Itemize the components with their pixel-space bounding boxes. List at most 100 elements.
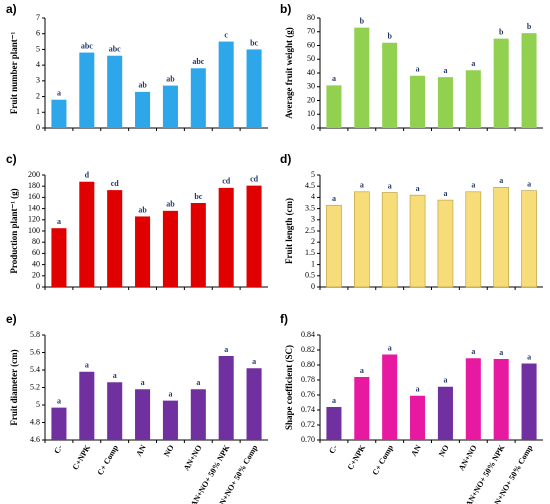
x-tick-label: C+NPK <box>71 443 93 472</box>
bar <box>218 356 234 440</box>
bar <box>162 85 178 128</box>
bar-annotation: bc <box>250 38 258 47</box>
y-tick-label: 4.5 <box>305 181 315 190</box>
bar-annotation: cd <box>250 174 259 183</box>
y-tick-label: 0.76 <box>301 390 315 399</box>
bar-annotation: a <box>332 396 336 405</box>
bar <box>218 187 234 287</box>
bar-annotation: a <box>113 371 117 380</box>
x-tick-label: AN <box>134 443 148 458</box>
bar <box>218 41 234 129</box>
bar <box>190 389 206 440</box>
bar <box>51 99 67 128</box>
bar <box>521 363 537 440</box>
y-tick-label: 4 <box>36 60 40 69</box>
bar <box>353 191 370 288</box>
y-tick-label: 1 <box>36 107 40 116</box>
y-tick-label: 0 <box>36 123 40 132</box>
bar-annotation: a <box>224 345 228 354</box>
bar <box>410 395 426 440</box>
y-tick-label: 5 <box>36 44 40 53</box>
bar <box>51 407 67 440</box>
y-tick-label: 140 <box>28 203 40 212</box>
bar-annotation: a <box>141 378 145 387</box>
y-tick-label: 40 <box>307 68 315 77</box>
bar-annotation: a <box>252 357 256 366</box>
bar <box>326 407 342 440</box>
bar-annotation: a <box>443 66 447 75</box>
y-tick-label: 20 <box>307 95 315 104</box>
y-tick-label: 0.78 <box>301 375 315 384</box>
bar <box>465 70 481 128</box>
y-tick-label: 60 <box>307 40 315 49</box>
bar-annotation: a <box>168 389 172 398</box>
panel-label: d) <box>280 152 291 166</box>
y-tick-label: 160 <box>28 192 40 201</box>
y-tick-label: 0.72 <box>301 420 315 429</box>
bar-annotation: a <box>388 181 392 190</box>
x-tick-label: AN <box>409 443 423 458</box>
bar <box>246 185 262 287</box>
bar-annotation: abc <box>109 45 121 54</box>
bar-annotation: cd <box>111 179 120 188</box>
y-tick-label: 6 <box>36 29 40 38</box>
bar-annotation: a <box>332 194 336 203</box>
bar <box>382 42 398 128</box>
bar-annotation: d <box>85 171 90 180</box>
x-tick-label: AN+NO <box>182 443 204 472</box>
y-tick-label: 180 <box>28 181 40 190</box>
y-tick-label: 2 <box>36 91 40 100</box>
x-tick-label: AN+NO <box>457 443 479 472</box>
bar <box>465 358 481 440</box>
y-tick-label: 0 <box>311 282 315 291</box>
bar-annotation: cd <box>222 177 231 186</box>
y-tick-label: 0.5 <box>305 271 315 280</box>
bar-annotation: b <box>499 27 504 36</box>
bar-annotation: a <box>471 181 475 190</box>
y-tick-label: 4.8 <box>30 417 40 426</box>
bar-annotation: a <box>471 59 475 68</box>
bar <box>190 203 206 287</box>
y-tick-label: 40 <box>32 259 40 268</box>
y-tick-label: 0.84 <box>301 330 315 339</box>
bar <box>382 354 398 440</box>
y-tick-label: 0.74 <box>301 405 315 414</box>
bar-annotation: ab <box>166 200 175 209</box>
bar <box>465 191 482 288</box>
bar-annotation: a <box>527 180 531 189</box>
bar <box>521 33 537 128</box>
panel-label: b) <box>280 2 291 16</box>
bar <box>354 377 370 440</box>
x-tick-label: C- <box>52 443 64 455</box>
bar-annotation: ab <box>166 74 175 83</box>
x-tick-label: C+ Comp <box>96 443 121 477</box>
bar-annotation: a <box>57 217 61 226</box>
bar-annotation: a <box>499 176 503 185</box>
y-tick-label: 70 <box>307 27 315 36</box>
bar-annotation: abc <box>192 57 204 66</box>
y-axis-label: Average fruit weight (g) <box>284 27 294 119</box>
bar <box>437 77 453 128</box>
bar <box>246 49 262 128</box>
bar-annotation: a <box>196 378 200 387</box>
y-tick-label: 1.5 <box>305 248 315 257</box>
y-axis-label: Fruit length (cm) <box>284 198 294 264</box>
bar <box>162 400 178 440</box>
bar <box>79 52 95 129</box>
bar-annotation: ab <box>138 81 147 90</box>
y-tick-label: 3 <box>311 215 315 224</box>
y-tick-label: 0.82 <box>301 345 315 354</box>
bar-annotation: b <box>387 32 392 41</box>
y-tick-label: 3 <box>36 76 40 85</box>
x-tick-label: C+ Comp <box>371 443 396 477</box>
y-tick-label: 0 <box>36 282 40 291</box>
y-tick-label: 7 <box>36 13 40 22</box>
bar <box>521 190 537 288</box>
bar-annotation: a <box>388 343 392 352</box>
x-tick-label: C- <box>327 443 339 455</box>
y-tick-label: 20 <box>32 271 40 280</box>
bar-annotation: c <box>224 30 228 39</box>
y-tick-label: 5.8 <box>30 330 40 339</box>
bar-annotation: b <box>527 22 532 31</box>
